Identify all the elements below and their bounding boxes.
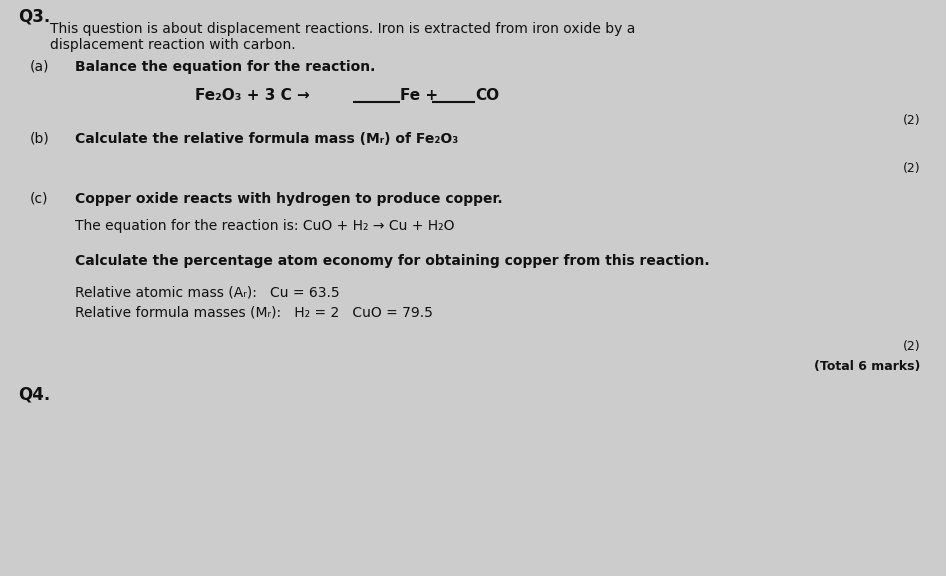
Text: (2): (2): [902, 340, 920, 353]
Text: Calculate the percentage atom economy for obtaining copper from this reaction.: Calculate the percentage atom economy fo…: [75, 254, 710, 268]
Text: Q4.: Q4.: [18, 386, 50, 404]
Text: (Total 6 marks): (Total 6 marks): [814, 360, 920, 373]
Text: (2): (2): [902, 162, 920, 175]
Text: Calculate the relative formula mass (Mᵣ) of Fe₂O₃: Calculate the relative formula mass (Mᵣ)…: [75, 132, 458, 146]
Text: (b): (b): [30, 132, 50, 146]
Text: Relative atomic mass (Aᵣ):   Cu = 63.5: Relative atomic mass (Aᵣ): Cu = 63.5: [75, 286, 340, 300]
Text: Copper oxide reacts with hydrogen to produce copper.: Copper oxide reacts with hydrogen to pro…: [75, 192, 502, 206]
Text: Fe₂O₃ + 3 C →: Fe₂O₃ + 3 C →: [195, 88, 309, 103]
Text: displacement reaction with carbon.: displacement reaction with carbon.: [50, 38, 295, 52]
Text: (c): (c): [30, 192, 48, 206]
Text: Fe +: Fe +: [400, 88, 438, 103]
Text: Q3.: Q3.: [18, 8, 50, 26]
Text: Relative formula masses (Mᵣ):   H₂ = 2   CuO = 79.5: Relative formula masses (Mᵣ): H₂ = 2 CuO…: [75, 306, 433, 320]
Text: This question is about displacement reactions. Iron is extracted from iron oxide: This question is about displacement reac…: [50, 22, 636, 36]
Text: The equation for the reaction is: CuO + H₂ → Cu + H₂O: The equation for the reaction is: CuO + …: [75, 219, 454, 233]
Text: (2): (2): [902, 114, 920, 127]
Text: Balance the equation for the reaction.: Balance the equation for the reaction.: [75, 60, 376, 74]
Text: CO: CO: [475, 88, 499, 103]
Text: (a): (a): [30, 60, 49, 74]
